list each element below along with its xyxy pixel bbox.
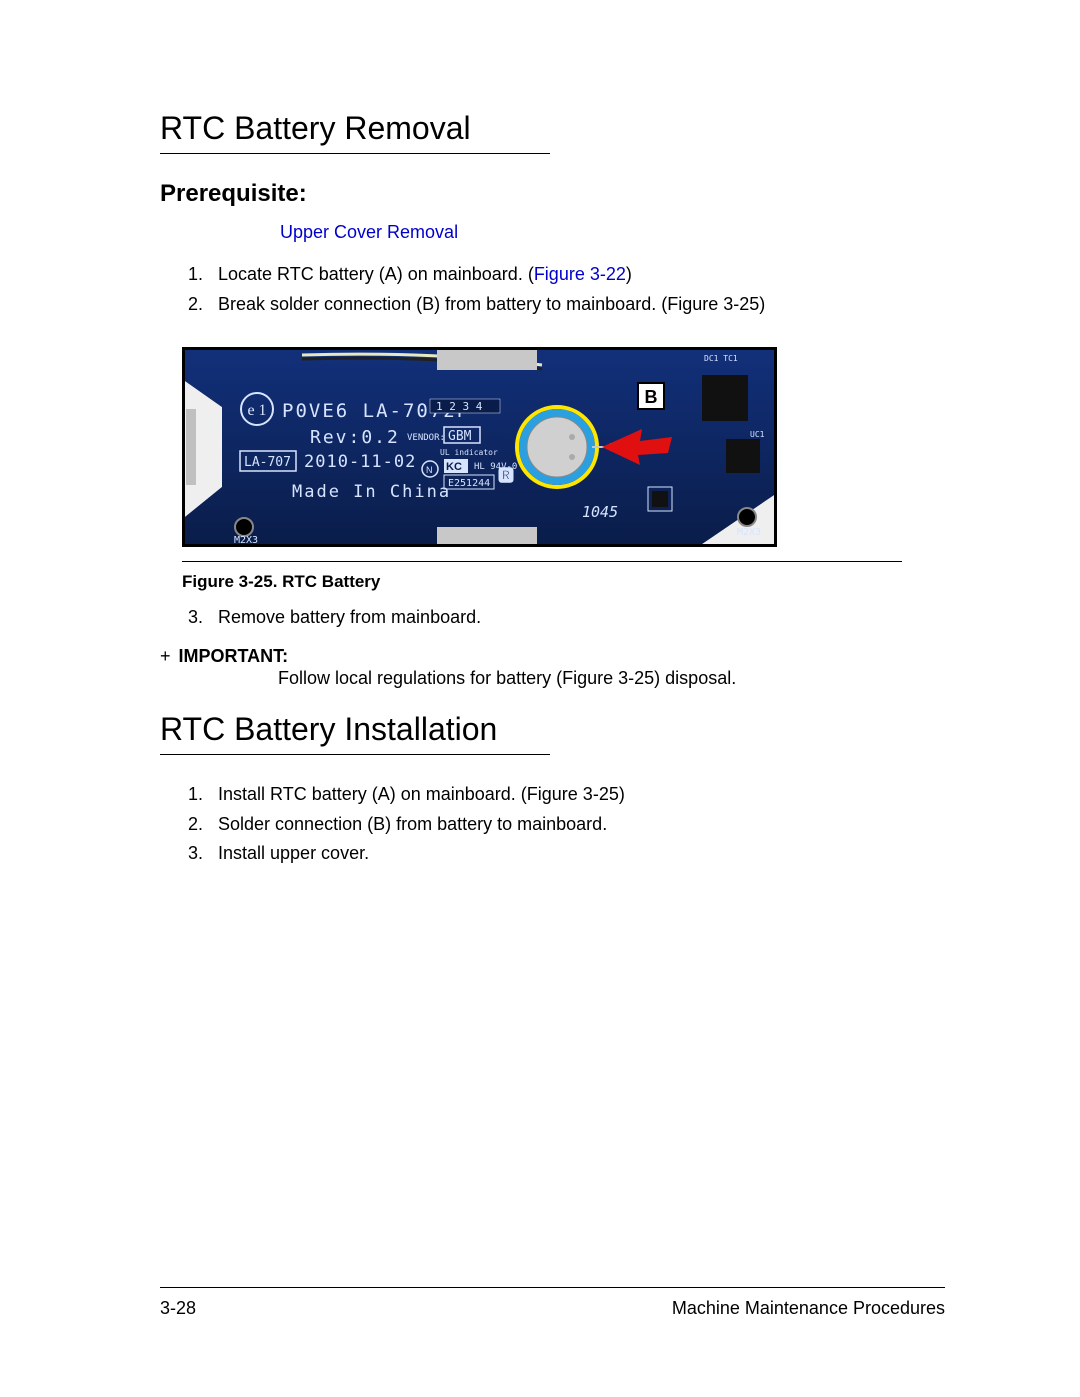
important-text: Follow local regulations for battery (Fi… — [278, 646, 736, 689]
heading-removal: RTC Battery Removal — [160, 110, 945, 147]
svg-text:VENDOR:: VENDOR: — [407, 433, 445, 443]
page: RTC Battery Removal Prerequisite: Upper … — [0, 0, 1080, 1397]
installation-steps: Install RTC battery (A) on mainboard. (F… — [208, 781, 945, 869]
svg-text:🆁: 🆁 — [498, 466, 514, 485]
svg-text:UC1: UC1 — [750, 430, 765, 439]
footer-title: Machine Maintenance Procedures — [672, 1298, 945, 1319]
svg-text:B: B — [645, 387, 658, 407]
footer-rule — [160, 1287, 945, 1288]
svg-text:DC1 TC1: DC1 TC1 — [704, 354, 738, 363]
svg-text:1 2 3 4: 1 2 3 4 — [436, 400, 483, 413]
svg-text:Made In China: Made In China — [292, 482, 451, 502]
prerequisite-link-row: Upper Cover Removal — [280, 222, 945, 243]
list-item: Break solder connection (B) from battery… — [208, 291, 945, 319]
figure-rule — [182, 561, 902, 562]
prerequisite-link[interactable]: Upper Cover Removal — [280, 222, 458, 242]
heading-rule — [160, 153, 550, 154]
step-text: Locate RTC battery (A) on mainboard. ( — [218, 264, 534, 284]
figure-caption: Figure 3-25. RTC Battery — [182, 572, 945, 592]
board-illustration: e 1 P0VE6 LA-7072P Rev:0.2 VENDOR: GBM L… — [182, 347, 777, 547]
removal-steps-a: Locate RTC battery (A) on mainboard. (Fi… — [208, 261, 945, 319]
svg-text:M2X3: M2X3 — [737, 527, 761, 538]
svg-text:2010-11-02: 2010-11-02 — [304, 452, 416, 472]
figure-link[interactable]: Figure 3-22 — [534, 264, 626, 284]
list-item: Install RTC battery (A) on mainboard. (F… — [208, 781, 945, 809]
step-text: ) — [626, 264, 632, 284]
page-footer: 3-28 Machine Maintenance Procedures — [160, 1287, 945, 1319]
important-note: IMPORTANT: Follow local regulations for … — [160, 646, 945, 689]
svg-text:KC: KC — [446, 461, 462, 473]
svg-text:E251244: E251244 — [448, 478, 490, 489]
step-text: Remove battery from mainboard. — [218, 607, 481, 627]
svg-text:UL indicator: UL indicator — [440, 448, 498, 457]
svg-text:N: N — [426, 465, 433, 475]
step-text: Solder connection (B) from battery to ma… — [218, 814, 607, 834]
figure: e 1 P0VE6 LA-7072P Rev:0.2 VENDOR: GBM L… — [182, 347, 945, 547]
list-item: Remove battery from mainboard. — [208, 604, 945, 632]
svg-text:LA-707: LA-707 — [244, 455, 291, 470]
svg-text:GBM: GBM — [448, 429, 472, 444]
svg-text:Rev:0.2: Rev:0.2 — [310, 427, 400, 448]
svg-text:1045: 1045 — [582, 503, 618, 521]
removal-steps-b: Remove battery from mainboard. — [208, 604, 945, 632]
step-text: Install upper cover. — [218, 843, 369, 863]
list-item: Install upper cover. — [208, 840, 945, 868]
prerequisite-heading: Prerequisite: — [160, 180, 945, 208]
step-text: Install RTC battery (A) on mainboard. (F… — [218, 784, 625, 804]
page-number: 3-28 — [160, 1298, 196, 1319]
svg-text:e 1: e 1 — [247, 402, 266, 419]
step-text: Break solder connection (B) from battery… — [218, 294, 765, 314]
list-item: Solder connection (B) from battery to ma… — [208, 811, 945, 839]
svg-text:M2X3: M2X3 — [234, 535, 258, 546]
list-item: Locate RTC battery (A) on mainboard. (Fi… — [208, 261, 945, 289]
heading-rule — [160, 754, 550, 755]
heading-installation: RTC Battery Installation — [160, 711, 945, 748]
